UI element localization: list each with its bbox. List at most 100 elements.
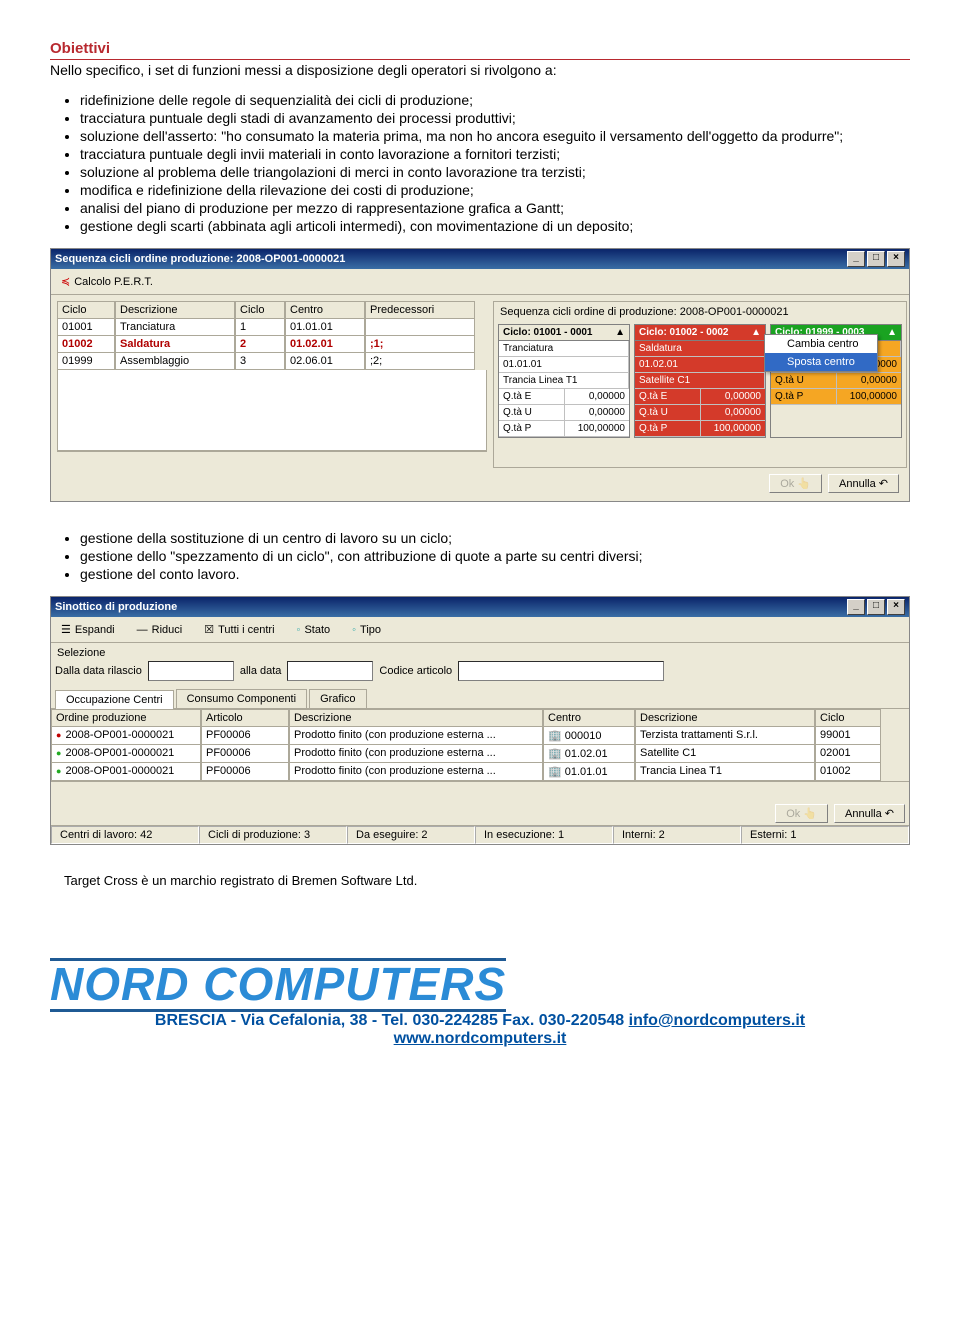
card-label: Tranciatura — [499, 341, 629, 356]
selezione-label: Selezione — [55, 647, 905, 661]
list-item: gestione degli scarti (abbinata agli art… — [80, 218, 910, 234]
code-input[interactable] — [458, 661, 664, 681]
window-title: Sinottico di produzione — [55, 601, 177, 613]
cell: Assemblaggio — [115, 353, 235, 370]
qty-label: Q.tà E — [635, 389, 701, 404]
col-header[interactable]: Ciclo — [815, 709, 881, 727]
cell: 2008-OP001-0000021 — [51, 763, 201, 781]
list-item: tracciatura puntuale degli stadi di avan… — [80, 110, 910, 126]
menu-item-sposta[interactable]: Sposta centro — [765, 353, 877, 371]
to-date-input[interactable] — [287, 661, 373, 681]
cancel-button[interactable]: Annulla ↶ — [834, 804, 905, 823]
minimize-icon[interactable]: _ — [847, 599, 865, 615]
window-title: Sequenza cicli ordine produzione: 2008-O… — [55, 253, 345, 265]
cell: 01.01.01 — [285, 319, 365, 336]
cell: Trancia Linea T1 — [635, 763, 815, 781]
tab-occupazione[interactable]: Occupazione Centri — [55, 690, 174, 709]
stato-button[interactable]: ◦Stato — [293, 622, 335, 638]
table-row[interactable]: 2008-OP001-0000021PF00006Prodotto finito… — [51, 745, 909, 763]
table-row[interactable]: 2008-OP001-0000021PF00006Prodotto finito… — [51, 727, 909, 745]
qty-value: 100,00000 — [565, 421, 629, 436]
col-header[interactable]: Centro — [285, 301, 365, 319]
col-header[interactable]: Ciclo — [57, 301, 115, 319]
close-icon[interactable]: × — [887, 251, 905, 267]
logo: NORD COMPUTERS — [50, 958, 506, 1012]
bullet-icon: ◦ — [352, 624, 356, 636]
col-header[interactable]: Articolo — [201, 709, 289, 727]
up-icon: ▲ — [615, 327, 625, 338]
window-sinottico: Sinottico di produzione _ □ × ☰Espandi —… — [50, 596, 910, 845]
expand-icon: ☰ — [61, 623, 71, 636]
col-header[interactable]: Descrizione — [289, 709, 543, 727]
card-label: Saldatura — [635, 341, 765, 356]
col-header[interactable]: Ciclo — [235, 301, 285, 319]
col-header[interactable]: Descrizione — [115, 301, 235, 319]
col-header[interactable]: Centro — [543, 709, 635, 727]
col-header[interactable]: Predecessori — [365, 301, 475, 319]
status-cell: In esecuzione: 1 — [475, 826, 613, 844]
cycle-card[interactable]: Ciclo: 01002 - 0002▲Saldatura01.02.01Sat… — [634, 324, 766, 438]
table-row[interactable]: 01999Assemblaggio302.06.01;2; — [57, 353, 487, 370]
pert-button[interactable]: ≼ Calcolo P.E.R.T. — [57, 273, 157, 290]
group-title: Sequenza cicli ordine di produzione: 200… — [496, 304, 904, 320]
maximize-icon[interactable]: □ — [867, 251, 885, 267]
list-item: modifica e ridefinizione della rilevazio… — [80, 182, 910, 198]
cell: Saldatura — [115, 336, 235, 353]
espandi-button[interactable]: ☰Espandi — [57, 621, 119, 638]
cancel-button[interactable]: Annulla ↶ — [828, 474, 899, 493]
tab-grafico[interactable]: Grafico — [309, 689, 366, 708]
maximize-icon[interactable]: □ — [867, 599, 885, 615]
cell: 🏢 01.01.01 — [543, 763, 635, 781]
cycle-card[interactable]: Ciclo: 01001 - 0001▲Tranciatura01.01.01T… — [498, 324, 630, 438]
titlebar[interactable]: Sequenza cicli ordine produzione: 2008-O… — [51, 249, 909, 269]
qty-value: 0,00000 — [837, 373, 901, 388]
menu-item-cambia[interactable]: Cambia centro — [765, 335, 877, 353]
cell: 2008-OP001-0000021 — [51, 745, 201, 763]
hscroll[interactable] — [51, 781, 909, 798]
email-link[interactable]: info@nordcomputers.it — [629, 1012, 805, 1029]
hscroll[interactable] — [57, 451, 487, 468]
cell: 01002 — [815, 763, 881, 781]
cell: 99001 — [815, 727, 881, 745]
cell: 01999 — [57, 353, 115, 370]
card-label: 01.01.01 — [499, 357, 629, 372]
building-icon: 🏢 — [548, 748, 562, 760]
from-date-label: Dalla data rilascio — [55, 665, 142, 677]
toolbar: ≼ Calcolo P.E.R.T. — [51, 269, 909, 295]
website-link[interactable]: www.nordcomputers.it — [394, 1030, 567, 1047]
titlebar[interactable]: Sinottico di produzione _ □ × — [51, 597, 909, 617]
toolbar: ☰Espandi —Riduci ☒Tutti i centri ◦Stato … — [51, 617, 909, 643]
card-head: Ciclo: 01002 - 0002▲ — [635, 325, 765, 341]
cell: Prodotto finito (con produzione esterna … — [289, 727, 543, 745]
grid-pane: Ciclo Descrizione Ciclo Centro Predecess… — [57, 301, 487, 468]
close-icon[interactable]: × — [887, 599, 905, 615]
cell: ;2; — [365, 353, 475, 370]
col-header[interactable]: Descrizione — [635, 709, 815, 727]
ok-button[interactable]: Ok 👆 — [775, 804, 828, 823]
cell: 02001 — [815, 745, 881, 763]
tab-consumo[interactable]: Consumo Componenti — [176, 689, 307, 708]
tipo-button[interactable]: ◦Tipo — [348, 622, 385, 638]
qty-value: 100,00000 — [701, 421, 765, 436]
up-icon: ▲ — [887, 327, 897, 338]
table-row[interactable]: 01002Saldatura201.02.01;1; — [57, 336, 487, 353]
card-label: 01.02.01 — [635, 357, 765, 372]
cards-pane: Sequenza cicli ordine di produzione: 200… — [493, 301, 907, 468]
to-date-label: alla data — [240, 665, 282, 677]
qty-label: Q.tà U — [771, 373, 837, 388]
from-date-input[interactable] — [148, 661, 234, 681]
building-icon: 🏢 — [548, 766, 562, 778]
qty-label: Q.tà U — [499, 405, 565, 420]
ok-button[interactable]: Ok 👆 — [769, 474, 822, 493]
card-label: Satellite C1 — [635, 373, 765, 388]
centri-toggle[interactable]: ☒Tutti i centri — [200, 621, 278, 638]
cell: ;1; — [365, 336, 475, 353]
col-header[interactable]: Ordine produzione — [51, 709, 201, 727]
context-menu[interactable]: Cambia centro Sposta centro — [764, 334, 878, 372]
riduci-button[interactable]: —Riduci — [133, 622, 187, 638]
bullet-list-2: gestione della sostituzione di un centro… — [80, 530, 910, 582]
intro-text: Nello specifico, i set di funzioni messi… — [50, 62, 910, 78]
minimize-icon[interactable]: _ — [847, 251, 865, 267]
table-row[interactable]: 01001Tranciatura101.01.01 — [57, 319, 487, 336]
table-row[interactable]: 2008-OP001-0000021PF00006Prodotto finito… — [51, 763, 909, 781]
